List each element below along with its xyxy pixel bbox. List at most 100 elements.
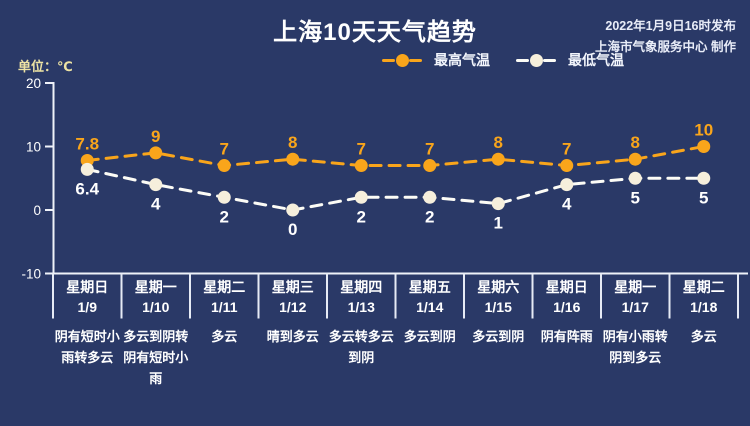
day-cell: 星期五 1/14 — [396, 277, 465, 318]
day-cell: 星期四 1/13 — [327, 277, 396, 318]
date-label: 1/9 — [77, 299, 97, 315]
weather-description: 多云转多云到阴 — [328, 329, 394, 365]
day-cell: 星期六 1/15 — [464, 277, 533, 318]
weather-description: 多云 — [211, 329, 238, 344]
low-temp-point — [491, 197, 505, 211]
high-temp-line — [85, 145, 706, 168]
high-temp-point — [560, 159, 574, 173]
publish-author: 上海市气象服务中心 制作 — [595, 40, 736, 54]
high-temp-point — [491, 152, 505, 166]
low-temp-value-label: 2 — [425, 207, 434, 226]
day-cell: 星期二 1/18 — [670, 277, 739, 318]
publish-datetime: 2022年1月9日16时发布 — [605, 19, 736, 33]
high-temp-value-label: 10 — [694, 121, 713, 140]
high-temp-value-label: 7 — [220, 140, 229, 159]
high-temp-value-label: 7 — [357, 140, 366, 159]
weather-description-row: 阴有短时小雨转多云 多云到阴转阴有短时小雨 多云 晴到多云 多云转多云到阴 多云到阴 多云到… — [53, 326, 738, 389]
publish-info: 2022年1月9日16时发布 上海市气象服务中心 制作 — [595, 16, 736, 58]
day-cell: 星期二 1/11 — [190, 277, 259, 318]
low-temp-point — [628, 171, 642, 185]
date-label: 1/16 — [553, 299, 581, 315]
low-temp-value-label: 0 — [288, 220, 297, 239]
legend-label-high: 最高气温 — [434, 52, 490, 68]
high-temp-point — [80, 153, 94, 167]
date-label: 1/12 — [279, 299, 307, 315]
day-of-week-label: 星期一 — [134, 279, 177, 295]
legend-item-high: 最高气温 — [382, 50, 490, 70]
y-axis-tick-label: 0 — [33, 203, 41, 218]
page-title: 上海10天天气趋势 — [273, 19, 477, 46]
chart-legend: 最高气温 最低气温 — [382, 50, 624, 70]
y-axis-tick-label: 10 — [26, 140, 41, 155]
weather-description: 多云到阴 — [472, 329, 525, 344]
low-temp-point — [354, 190, 368, 204]
day-of-week-label: 星期五 — [408, 279, 451, 295]
high-temp-point — [354, 159, 368, 173]
date-label: 1/10 — [142, 299, 170, 315]
low-temp-point — [80, 162, 94, 176]
day-cell: 星期日 1/16 — [533, 277, 602, 318]
legend-label-low: 最低气温 — [568, 52, 624, 68]
day-of-week-label: 星期二 — [682, 279, 725, 295]
low-temp-value-label: 4 — [151, 195, 161, 214]
day-of-week-label: 星期三 — [271, 279, 314, 295]
weather-description: 多云 — [690, 329, 717, 344]
unit-label: 单位：℃ — [18, 59, 73, 74]
date-label: 1/18 — [690, 299, 718, 315]
low-temp-point — [560, 178, 574, 192]
high-temp-value-label: 8 — [494, 133, 503, 152]
low-temp-value-label: 6.4 — [75, 179, 99, 198]
day-of-week-label: 星期四 — [340, 279, 383, 295]
high-temp-point — [423, 159, 437, 173]
day-cell: 星期一 1/17 — [601, 277, 670, 318]
day-of-week-label: 星期一 — [614, 279, 657, 295]
weather-description: 阴有阵雨 — [540, 329, 593, 344]
date-label: 1/13 — [347, 299, 375, 315]
day-header-row: 星期日 1/9 星期一 1/10 星期二 1/11 星期三 1/12 星期四 1/13 星期五 1/1… — [53, 277, 738, 318]
high-temp-point — [697, 140, 711, 153]
day-cell: 星期三 1/12 — [259, 277, 328, 318]
day-cell: 星期一 1/10 — [122, 277, 191, 318]
high-temp-point — [217, 159, 231, 173]
low-temp-point — [697, 171, 711, 185]
weather-description: 阴有短时小雨转多云 — [54, 329, 120, 365]
high-temp-value-label: 8 — [288, 133, 297, 152]
day-of-week-label: 星期六 — [477, 279, 520, 295]
low-temp-legend-icon — [516, 53, 556, 67]
high-temp-value-label: 7 — [425, 140, 434, 159]
day-of-week-label: 星期日 — [545, 279, 588, 295]
low-temp-point — [149, 178, 163, 192]
date-label: 1/17 — [621, 299, 649, 315]
low-temp-value-label: 5 — [631, 188, 640, 207]
date-label: 1/14 — [416, 299, 444, 315]
day-of-week-label: 星期二 — [203, 279, 246, 295]
high-temp-point — [286, 152, 300, 166]
high-temp-value-label: 9 — [151, 127, 160, 146]
high-temp-value-label: 8 — [631, 133, 640, 152]
date-label: 1/11 — [211, 299, 238, 315]
high-temp-value-label: 7 — [562, 140, 571, 159]
legend-item-low: 最低气温 — [516, 50, 624, 70]
low-temp-point — [217, 190, 231, 204]
low-temp-value-label: 4 — [562, 195, 572, 214]
weather-description: 多云到阴 — [403, 329, 456, 344]
high-temp-point — [628, 152, 642, 166]
low-temp-line — [85, 167, 706, 212]
weather-description: 阴有小雨转阴到多云 — [602, 329, 668, 365]
low-temp-value-label: 2 — [220, 207, 229, 226]
high-temp-point — [149, 146, 163, 160]
y-axis-tick-label: 20 — [26, 76, 41, 91]
day-cell: 星期日 1/9 — [53, 277, 122, 318]
low-temp-point — [286, 203, 300, 217]
low-temp-value-label: 1 — [494, 214, 503, 233]
weather-description: 晴到多云 — [266, 329, 319, 344]
low-temp-value-label: 5 — [699, 188, 708, 207]
high-temp-legend-icon — [382, 53, 422, 67]
y-axis-tick-label: -10 — [21, 267, 41, 282]
low-temp-value-label: 2 — [357, 207, 366, 226]
low-temp-point — [423, 190, 437, 204]
day-of-week-label: 星期日 — [66, 279, 109, 295]
weather-description: 多云到阴转阴有短时小雨 — [123, 329, 189, 386]
